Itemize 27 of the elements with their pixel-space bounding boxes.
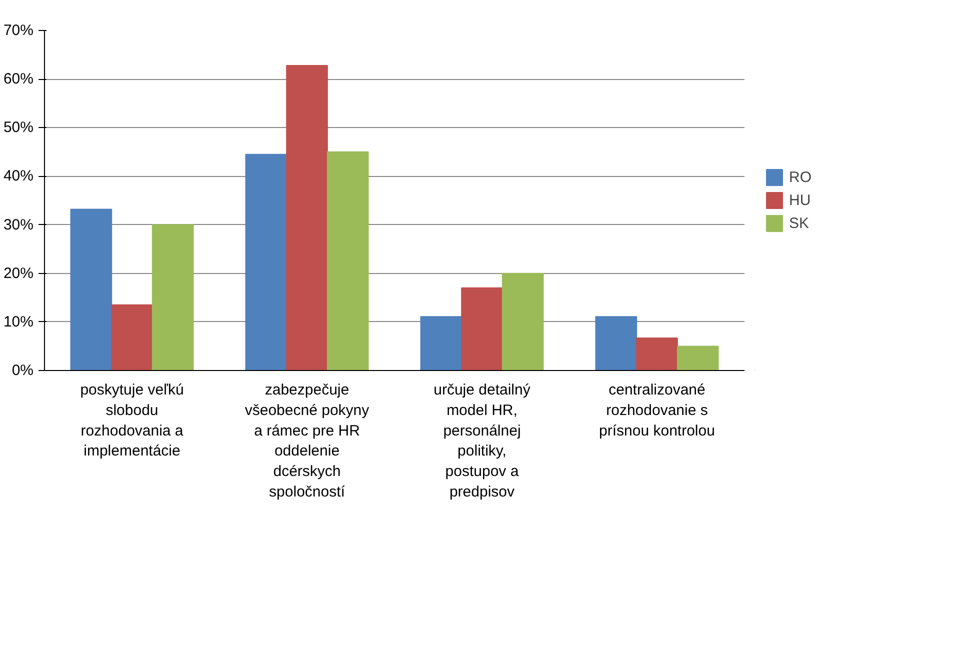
- y-tick-label: 10%: [3, 313, 34, 330]
- bar: [326, 151, 369, 370]
- legend-label: SK: [789, 214, 810, 232]
- bar: [502, 272, 544, 370]
- bar: [676, 346, 719, 370]
- y-tick-label: 50%: [3, 119, 34, 136]
- y-tick-label: 20%: [3, 264, 34, 282]
- bar: [70, 208, 112, 370]
- y-tick-label: 70%: [3, 22, 34, 39]
- bar: [286, 64, 328, 370]
- bar: [595, 316, 638, 370]
- bar: [636, 337, 678, 370]
- bar: [111, 304, 153, 370]
- bar: [152, 224, 194, 370]
- x-tick-label: poskytuje veľkú slobodu rozhodovania a implementácie: [80, 382, 184, 460]
- y-tick-label: 60%: [3, 70, 34, 88]
- x-tick-label: centralizované rozhodovanie s prísnou kontrolou: [599, 382, 715, 440]
- bar: [245, 154, 288, 370]
- x-tick-label: určuje detailný model HR, personálnej politiky, postupov a predpisov: [434, 382, 531, 500]
- y-tick-label: 0%: [12, 362, 34, 379]
- bar: [420, 316, 462, 370]
- x-tick-label: zabezpečuje všeobecné pokyny a rámec pre HR oddelenie dcérskych spoločností: [244, 382, 370, 500]
- legend-label: RO: [789, 168, 812, 186]
- legend-label: HU: [789, 192, 811, 208]
- bar: [461, 287, 503, 370]
- y-tick-label: 40%: [3, 168, 34, 185]
- y-tick-label: 30%: [3, 216, 34, 234]
